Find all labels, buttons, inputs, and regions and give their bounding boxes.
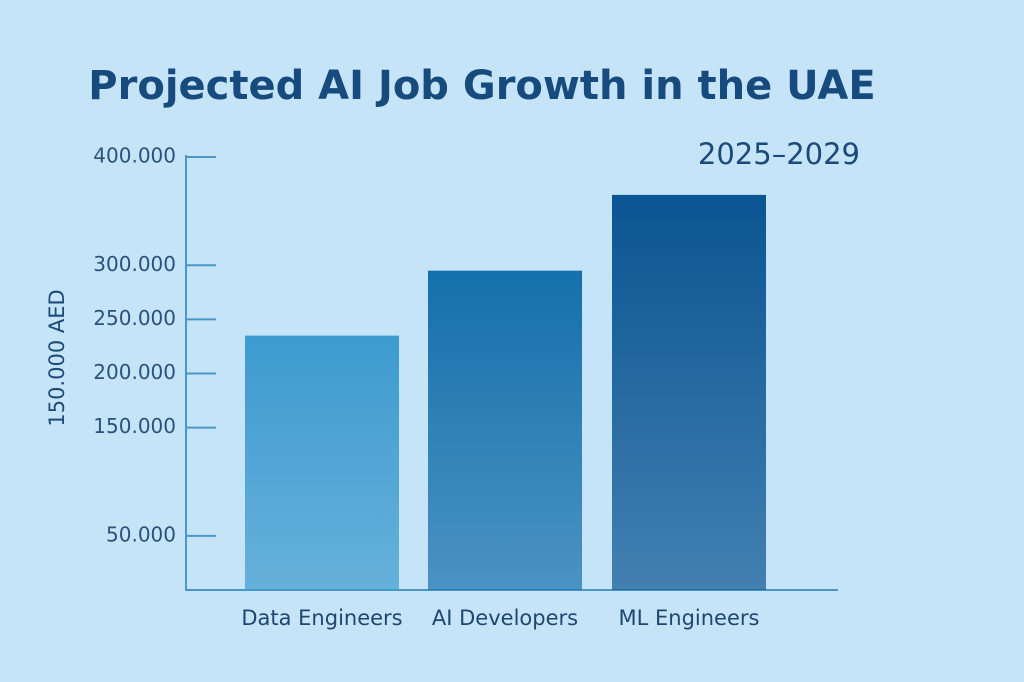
y-axis-label: 150.000 AED xyxy=(45,289,69,426)
y-tick-label: 200.000 xyxy=(93,360,176,384)
y-tick-label: 400.000 xyxy=(93,144,176,168)
bar xyxy=(428,270,582,590)
x-tick-label: ML Engineers xyxy=(619,606,760,630)
y-tick-label: 50.000 xyxy=(106,522,176,546)
bar xyxy=(245,335,399,590)
chart-title: Projected AI Job Growth in the UAE xyxy=(88,63,875,109)
y-tick-label: 250.000 xyxy=(93,306,176,330)
y-tick-label: 150.000 xyxy=(93,414,176,438)
bar xyxy=(612,194,766,590)
x-tick-label: Data Engineers xyxy=(241,606,402,630)
chart-subtitle: 2025–2029 xyxy=(698,137,860,171)
y-tick-label: 300.000 xyxy=(93,252,176,276)
x-tick-label: AI Developers xyxy=(432,606,578,630)
